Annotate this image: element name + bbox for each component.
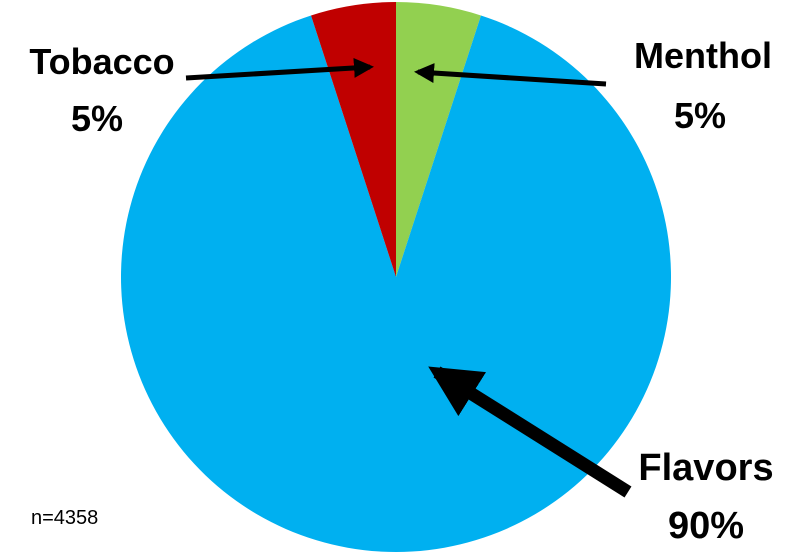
tobacco-percent: 5% (71, 98, 123, 139)
flavors-label: Flavors (638, 447, 773, 489)
tobacco-label: Tobacco (29, 41, 174, 82)
menthol-arrow (414, 63, 607, 87)
flavors-percent: 90% (668, 505, 744, 547)
menthol-label: Menthol (634, 35, 772, 76)
pie-slices (120, 2, 672, 552)
menthol-percent: 5% (674, 95, 726, 136)
pie-slice-flavors (120, 15, 672, 552)
tobacco-arrow (185, 57, 374, 81)
sample-size-note: n=4358 (31, 507, 98, 529)
flavors-arrow (428, 366, 632, 498)
